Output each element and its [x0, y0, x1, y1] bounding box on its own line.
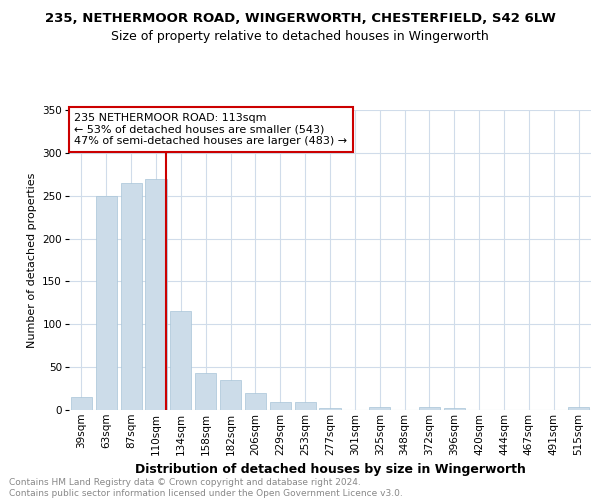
Text: Size of property relative to detached houses in Wingerworth: Size of property relative to detached ho…: [111, 30, 489, 43]
Bar: [121, 183, 142, 410]
Bar: [96, 196, 117, 410]
Bar: [71, 397, 92, 410]
Bar: [220, 380, 241, 410]
Bar: [369, 408, 390, 410]
Bar: [319, 408, 341, 410]
Text: Contains HM Land Registry data © Crown copyright and database right 2024.
Contai: Contains HM Land Registry data © Crown c…: [9, 478, 403, 498]
Text: 235 NETHERMOOR ROAD: 113sqm
← 53% of detached houses are smaller (543)
47% of se: 235 NETHERMOOR ROAD: 113sqm ← 53% of det…: [74, 113, 347, 146]
Bar: [568, 408, 589, 410]
Bar: [195, 373, 216, 410]
Bar: [145, 178, 167, 410]
Bar: [295, 402, 316, 410]
Text: 235, NETHERMOOR ROAD, WINGERWORTH, CHESTERFIELD, S42 6LW: 235, NETHERMOOR ROAD, WINGERWORTH, CHEST…: [44, 12, 556, 26]
Y-axis label: Number of detached properties: Number of detached properties: [27, 172, 37, 348]
Bar: [270, 402, 291, 410]
Bar: [245, 393, 266, 410]
Bar: [170, 312, 191, 410]
Bar: [444, 408, 465, 410]
X-axis label: Distribution of detached houses by size in Wingerworth: Distribution of detached houses by size …: [134, 463, 526, 476]
Bar: [419, 408, 440, 410]
